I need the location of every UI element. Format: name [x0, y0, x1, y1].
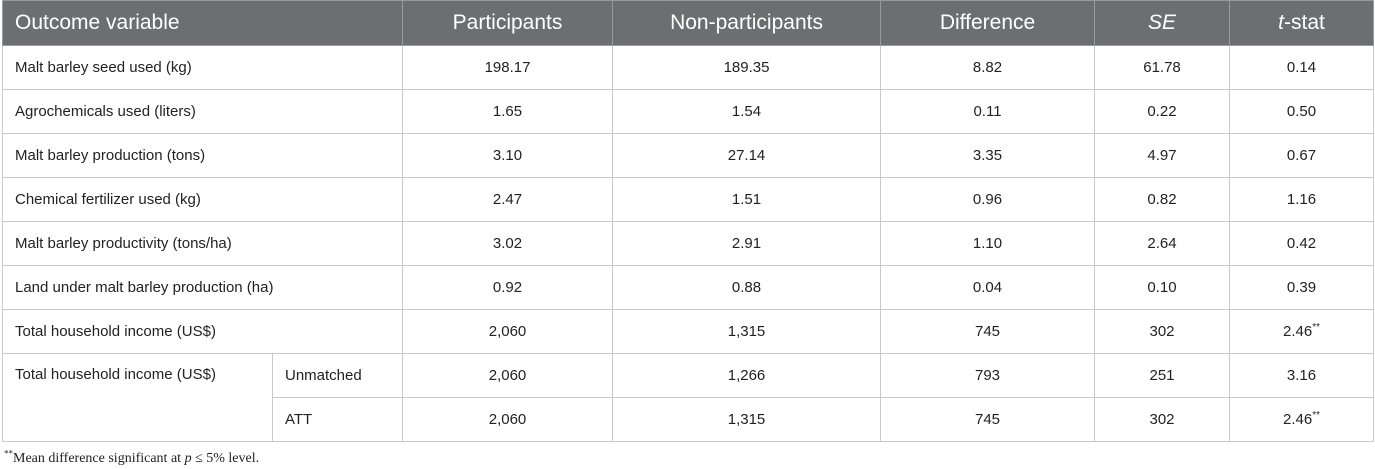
- table-row: Land under malt barley production (ha) 0…: [1, 265, 1375, 310]
- row-label: Malt barley productivity (tons/ha): [1, 221, 404, 266]
- tstat-value: 0.14: [1286, 59, 1317, 76]
- tstat-sig: **: [1312, 410, 1321, 421]
- tstat-value: 2.46: [1283, 323, 1313, 340]
- cell-se: 0.10: [1094, 265, 1231, 310]
- table-row: Malt barley production (tons) 3.10 27.14…: [1, 133, 1375, 178]
- cell-tstat: 2.46**: [1229, 309, 1375, 354]
- row-label: Land under malt barley production (ha): [1, 265, 404, 310]
- cell-non-participants: 27.14: [612, 133, 882, 178]
- cell-participants: 0.92: [402, 265, 614, 310]
- header-outcome: Outcome variable: [1, 0, 404, 46]
- cell-tstat: 3.16: [1229, 353, 1375, 398]
- table-row: Malt barley productivity (tons/ha) 3.02 …: [1, 221, 1375, 266]
- cell-tstat: 2.46**: [1229, 397, 1375, 442]
- table-footnote: **Mean difference significant at p ≤ 5% …: [4, 448, 1373, 467]
- cell-participants: 2.47: [402, 177, 614, 222]
- header-tstat-t: t: [1278, 11, 1285, 34]
- cell-non-participants: 189.35: [612, 45, 882, 90]
- results-table: Outcome variable Participants Non-partic…: [1, 0, 1375, 442]
- cell-difference: 8.82: [880, 45, 1096, 90]
- cell-non-participants: 1,315: [612, 309, 882, 354]
- cell-se: 61.78: [1094, 45, 1231, 90]
- cell-difference: 793: [880, 353, 1096, 398]
- cell-tstat: 1.16: [1229, 177, 1375, 222]
- cell-non-participants: 1.51: [612, 177, 882, 222]
- cell-participants: 2,060: [402, 309, 614, 354]
- header-difference: Difference: [880, 0, 1096, 46]
- row-label: Chemical fertilizer used (kg): [1, 177, 404, 222]
- cell-non-participants: 1,315: [612, 397, 882, 442]
- row-label: Malt barley seed used (kg): [1, 45, 404, 90]
- cell-participants: 3.02: [402, 221, 614, 266]
- cell-difference: 1.10: [880, 221, 1096, 266]
- sub-row-label: Unmatched: [271, 353, 404, 398]
- row-label: Total household income (US$): [1, 309, 404, 354]
- cell-se: 0.22: [1094, 89, 1231, 134]
- tstat-value: 0.42: [1286, 235, 1317, 252]
- table-row: Agrochemicals used (liters) 1.65 1.54 0.…: [1, 89, 1375, 134]
- tstat-value: 0.50: [1286, 103, 1317, 120]
- group-label: Total household income (US$): [2, 353, 273, 442]
- cell-participants: 1.65: [402, 89, 614, 134]
- footnote-p: p: [184, 451, 192, 466]
- cell-se: 2.64: [1094, 221, 1231, 266]
- cell-difference: 0.04: [880, 265, 1096, 310]
- cell-se: 0.82: [1094, 177, 1231, 222]
- row-label: Malt barley production (tons): [1, 133, 404, 178]
- tstat-value: 3.16: [1286, 367, 1317, 384]
- cell-difference: 0.11: [880, 89, 1096, 134]
- table-body: Malt barley seed used (kg) 198.17 189.35…: [1, 45, 1375, 442]
- tstat-sig: **: [1312, 322, 1321, 333]
- table-row: Chemical fertilizer used (kg) 2.47 1.51 …: [1, 177, 1375, 222]
- footnote-text-before: Mean difference significant at: [13, 451, 185, 466]
- cell-non-participants: 2.91: [612, 221, 882, 266]
- cell-difference: 745: [880, 309, 1096, 354]
- table-row-grouped: ATT 2,060 1,315 745 302 2.46**: [3, 397, 1375, 442]
- cell-tstat: 0.39: [1229, 265, 1375, 310]
- cell-participants: 198.17: [402, 45, 614, 90]
- header-tstat-rest: -stat: [1284, 11, 1325, 34]
- footnote-text-after: ≤ 5% level.: [191, 451, 260, 466]
- cell-non-participants: 1.54: [612, 89, 882, 134]
- cell-difference: 3.35: [880, 133, 1096, 178]
- tstat-value: 1.16: [1286, 191, 1317, 208]
- header-se: SE: [1094, 0, 1231, 46]
- tstat-value: 2.46: [1283, 411, 1313, 428]
- footnote-marker: **: [4, 448, 13, 459]
- cell-participants: 3.10: [402, 133, 614, 178]
- cell-tstat: 0.67: [1229, 133, 1375, 178]
- cell-se: 4.97: [1094, 133, 1231, 178]
- cell-participants: 2,060: [402, 397, 614, 442]
- table-row: Malt barley seed used (kg) 198.17 189.35…: [1, 45, 1375, 90]
- cell-se: 302: [1094, 309, 1231, 354]
- row-label: Agrochemicals used (liters): [1, 89, 404, 134]
- header-tstat: t-stat: [1229, 0, 1375, 46]
- tstat-value: 0.67: [1286, 147, 1317, 164]
- header-row: Outcome variable Participants Non-partic…: [1, 0, 1375, 46]
- cell-tstat: 0.42: [1229, 221, 1375, 266]
- cell-tstat: 0.14: [1229, 45, 1375, 90]
- cell-tstat: 0.50: [1229, 89, 1375, 134]
- header-non-participants: Non-participants: [612, 0, 882, 46]
- table-row-grouped: Total household income (US$) Unmatched 2…: [2, 353, 1375, 442]
- header-participants: Participants: [402, 0, 614, 46]
- cell-participants: 2,060: [402, 353, 614, 398]
- cell-non-participants: 1,266: [612, 353, 882, 398]
- cell-non-participants: 0.88: [612, 265, 882, 310]
- sub-row-label: ATT: [271, 397, 404, 442]
- table-row: Total household income (US$) 2,060 1,315…: [1, 309, 1375, 354]
- cell-difference: 0.96: [880, 177, 1096, 222]
- cell-difference: 745: [880, 397, 1096, 442]
- tstat-value: 0.39: [1286, 279, 1317, 296]
- cell-se: 302: [1094, 397, 1231, 442]
- cell-se: 251: [1094, 353, 1231, 398]
